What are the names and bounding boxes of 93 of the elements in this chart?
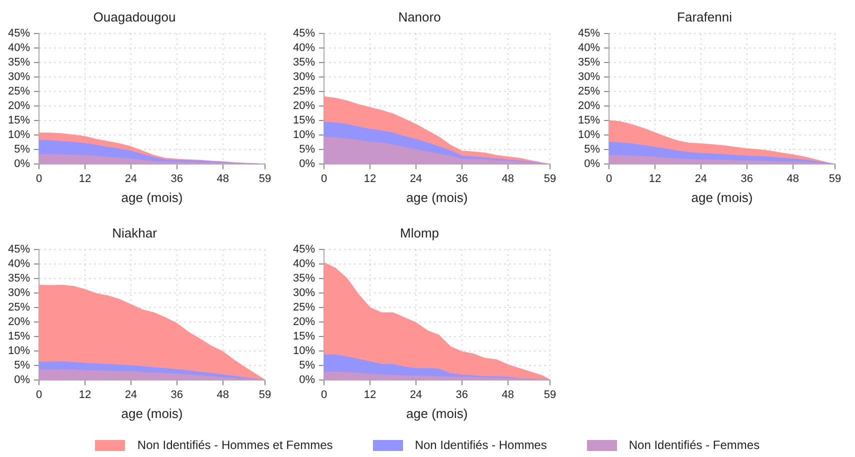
chart-title: Farafenni [677,9,732,24]
y-tick-label: 30% [292,71,316,84]
x-tick-label: 12 [648,172,662,185]
y-tick-label: 5% [299,144,316,156]
x-tick-label: 0 [36,172,42,185]
y-tick-label: 45% [578,28,600,40]
x-tick-label: 0 [36,388,42,401]
y-tick-label: 5% [299,360,316,372]
y-tick-label: 0% [14,158,30,170]
y-tick-label: 20% [292,100,316,112]
y-tick-label: 0% [584,158,600,170]
y-tick-label: 45% [8,28,30,40]
x-axis-title: age (mois) [691,190,753,205]
y-tick-label: 25% [8,86,30,98]
x-tick-label: 59 [258,172,272,185]
x-tick-label: 12 [364,388,376,401]
chart-title: Ouagadougou [93,9,176,24]
y-tick-label: 35% [578,56,600,69]
y-tick-label: 35% [292,56,316,69]
y-tick-label: 15% [8,114,30,127]
x-tick-label: 36 [170,388,184,401]
y-tick-label: 25% [8,302,30,314]
x-axis-title: age (mois) [406,406,468,421]
y-tick-label: 15% [578,114,600,127]
x-tick-label: 24 [124,172,138,185]
x-tick-label: 24 [410,388,422,401]
x-tick-label: 59 [258,388,272,401]
y-tick-label: 0% [299,158,316,170]
x-tick-label: 0 [320,388,328,401]
x-tick-label: 59 [828,172,842,185]
y-tick-label: 10% [8,129,30,142]
x-tick-label: 36 [170,172,184,185]
y-tick-label: 20% [292,316,316,328]
y-tick-label: 30% [292,287,316,300]
y-tick-label: 45% [8,244,30,256]
y-tick-label: 40% [292,42,316,54]
y-tick-label: 20% [8,100,30,112]
y-tick-label: 0% [299,374,316,386]
y-tick-label: 35% [8,272,30,285]
y-tick-label: 10% [292,345,316,358]
y-tick-label: 30% [8,71,30,84]
y-tick-label: 40% [8,258,30,270]
x-tick-label: 59 [544,388,556,401]
x-tick-label: 36 [740,172,754,185]
x-tick-label: 36 [456,388,468,401]
y-tick-label: 0% [14,374,30,386]
x-tick-label: 24 [124,388,138,401]
x-tick-label: 48 [502,388,514,401]
y-tick-label: 5% [584,144,600,156]
x-tick-label: 48 [786,172,799,185]
x-tick-label: 12 [78,172,92,185]
y-tick-label: 10% [8,345,30,358]
chart-title: Niakhar [112,225,158,240]
x-tick-label: 0 [320,172,328,185]
x-axis-title: age (mois) [121,406,183,421]
legend-label: Non Identifiés - Hommes et Femmes [137,438,333,452]
y-tick-label: 5% [14,360,30,372]
y-tick-label: 40% [292,258,316,270]
legend-label: Non Identifiés - Femmes [628,438,760,452]
x-tick-label: 48 [216,172,229,185]
y-tick-label: 30% [8,287,30,300]
y-tick-label: 45% [292,244,316,256]
x-axis-title: age (mois) [406,190,468,205]
x-tick-label: 12 [364,172,376,185]
y-tick-label: 20% [8,316,30,328]
legend-label: Non Identifiés - Hommes [414,438,547,452]
y-tick-label: 40% [8,42,30,54]
x-tick-label: 48 [502,172,514,185]
y-tick-label: 20% [578,100,600,112]
y-tick-label: 40% [578,42,600,54]
y-tick-label: 45% [292,28,316,40]
chart-title: Mlomp [400,225,440,240]
y-tick-label: 15% [8,330,30,343]
x-tick-label: 24 [694,172,708,185]
y-tick-label: 30% [578,71,600,84]
y-tick-label: 35% [8,56,30,69]
x-tick-label: 12 [78,388,92,401]
y-tick-label: 25% [292,86,316,98]
y-tick-label: 15% [292,330,316,343]
y-tick-label: 25% [578,86,600,98]
y-tick-label: 25% [292,302,316,314]
x-tick-label: 36 [456,172,468,185]
x-tick-label: 59 [544,172,556,185]
y-tick-label: 5% [14,144,30,156]
x-tick-label: 24 [410,172,422,185]
chart-title: Nanoro [398,9,441,24]
x-tick-label: 48 [216,388,229,401]
y-tick-label: 10% [292,129,316,142]
y-tick-label: 15% [292,114,316,127]
x-axis-title: age (mois) [121,190,183,205]
x-tick-label: 0 [606,172,612,185]
y-tick-label: 10% [578,129,600,142]
y-tick-label: 35% [292,272,316,285]
